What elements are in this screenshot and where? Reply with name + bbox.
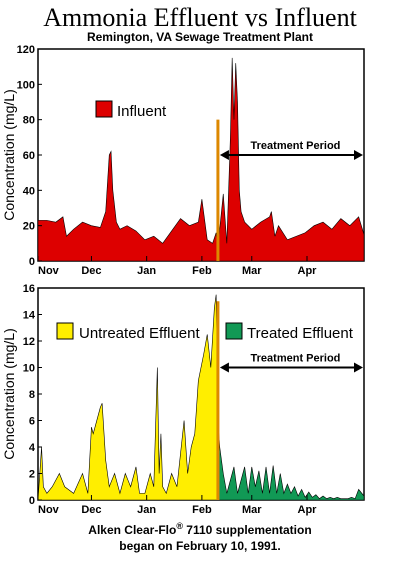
x-tick-label: Mar <box>242 504 262 516</box>
treatment-period-arrow <box>219 362 363 373</box>
y-tick-label: 60 <box>23 150 35 162</box>
arrow-head-left <box>219 362 229 373</box>
treated-effluent-legend-swatch <box>225 322 243 340</box>
treated-effluent-area <box>217 420 365 501</box>
influent-y-axis-label: Concentration (mg/L) <box>1 89 17 221</box>
x-tick-label: Mar <box>242 265 262 277</box>
y-tick-label: 80 <box>23 115 35 127</box>
x-tick-label: Dec <box>81 504 101 516</box>
caption-suffix: 7110 supplementation <box>182 523 312 537</box>
y-tick-label: 0 <box>29 495 35 507</box>
untreated-effluent-area <box>37 294 219 501</box>
influent-area <box>37 57 365 262</box>
influent-legend-swatch <box>95 100 113 118</box>
arrow-head-right <box>354 362 363 373</box>
y-tick-label: 12 <box>23 336 35 348</box>
y-tick-label: 2 <box>29 469 35 481</box>
treatment-period-label: Treatment Period <box>251 140 341 152</box>
y-tick-label: 120 <box>17 44 35 56</box>
y-tick-label: 20 <box>23 221 35 233</box>
effluent-y-axis-label: Concentration (mg/L) <box>1 328 17 460</box>
caption-line-1: Alken Clear-Flo® 7110 supplementation <box>0 521 400 537</box>
arrow-head-left <box>219 150 229 160</box>
y-tick-label: 40 <box>23 185 35 197</box>
influent-legend-label: Influent <box>117 103 167 120</box>
arrow-head-right <box>354 150 363 160</box>
treatment-period-arrow <box>219 150 363 160</box>
y-tick-label: 16 <box>23 283 35 295</box>
x-tick-label: Dec <box>81 265 101 277</box>
x-tick-label: Nov <box>38 504 60 516</box>
x-tick-label: Feb <box>192 265 212 277</box>
x-tick-label: Feb <box>192 504 212 516</box>
y-tick-label: 100 <box>17 79 35 91</box>
chart-title: Ammonia Effluent vs Influent <box>43 3 357 32</box>
effluent-x-ticks: Nov Dec Jan Feb Mar Apr <box>37 495 318 516</box>
influent-panel: 0 20 40 60 80 100 120 Nov Dec Jan Feb Mar Apr Treat… <box>1 44 365 277</box>
caption-prefix: Alken Clear-Flo <box>88 523 177 537</box>
influent-y-ticks: 0 20 40 60 80 100 120 <box>17 44 42 268</box>
y-tick-label: 0 <box>29 256 35 268</box>
registered-mark: ® <box>176 521 183 531</box>
influent-x-ticks: Nov Dec Jan Feb Mar Apr <box>37 256 318 277</box>
untreated-effluent-legend-label: Untreated Effluent <box>79 325 200 342</box>
y-tick-label: 14 <box>23 310 36 322</box>
x-tick-label: Apr <box>298 504 318 516</box>
y-tick-label: 8 <box>29 389 35 401</box>
x-tick-label: Jan <box>137 265 156 277</box>
x-tick-label: Apr <box>298 265 318 277</box>
y-tick-label: 10 <box>23 363 35 375</box>
x-tick-label: Nov <box>38 265 60 277</box>
treatment-period-label: Treatment Period <box>251 353 341 365</box>
untreated-effluent-legend-swatch <box>56 322 74 340</box>
y-tick-label: 6 <box>29 416 35 428</box>
x-tick-label: Jan <box>137 504 156 516</box>
y-tick-label: 4 <box>29 442 36 454</box>
effluent-panel: 0 2 4 6 8 10 12 14 16 Nov Dec Jan Feb Mar Apr Treatme… <box>1 283 365 516</box>
effluent-y-ticks: 0 2 4 6 8 10 12 14 16 <box>23 283 42 507</box>
chart-subtitle: Remington, VA Sewage Treatment Plant <box>86 30 314 44</box>
caption-line-2: began on February 10, 1991. <box>119 539 281 553</box>
treated-effluent-legend-label: Treated Effluent <box>247 325 354 342</box>
